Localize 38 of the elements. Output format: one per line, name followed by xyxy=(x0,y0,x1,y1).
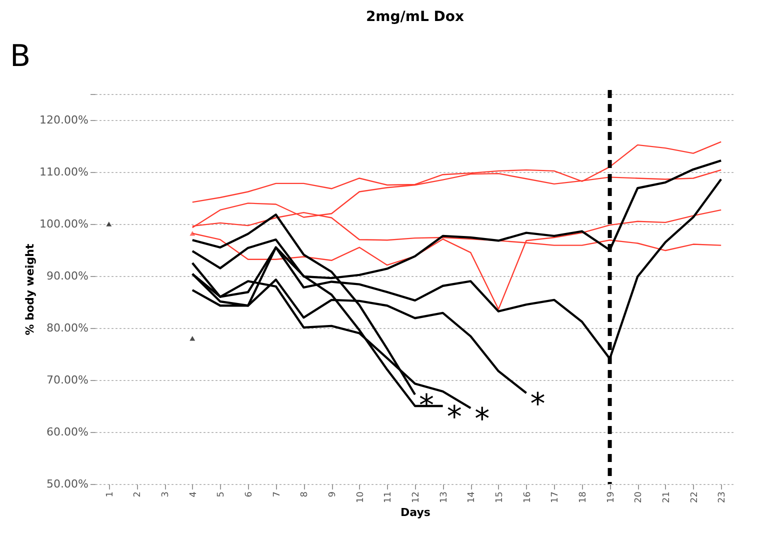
x-tick-label: 20 xyxy=(634,491,644,503)
x-tick-label: 19 xyxy=(606,491,616,503)
x-tick-label: 7 xyxy=(272,492,282,498)
x-tick-label: 18 xyxy=(578,491,588,503)
x-tick-label: 16 xyxy=(522,491,533,503)
x-axis-title: Days xyxy=(400,506,431,519)
x-tick-label: 12 xyxy=(412,492,422,503)
y-tick-label: 60.00% xyxy=(46,426,88,438)
x-tick-label: 5 xyxy=(216,492,227,498)
annotation: * xyxy=(474,402,490,438)
y-tick-label: 110.00% xyxy=(40,166,88,178)
text: B xyxy=(10,39,31,74)
x-tick-label: 2 xyxy=(133,492,144,498)
y-tick-label: 80.00% xyxy=(46,322,88,334)
x-tick-label: 13 xyxy=(439,492,450,503)
x-tick-label: 8 xyxy=(300,491,310,498)
y-axis-title: % body weight xyxy=(24,244,37,336)
x-tick-label: 22 xyxy=(690,492,700,503)
x-tick-label: 21 xyxy=(662,492,672,503)
x-tick-label: 9 xyxy=(328,491,338,498)
annotation: * xyxy=(446,400,462,435)
x-tick-label: 1 xyxy=(105,492,116,498)
x-tick-label: 15 xyxy=(494,492,505,503)
x-tick-label: 17 xyxy=(550,492,561,503)
x-tick-label: 6 xyxy=(244,491,255,498)
x-tick-label: 11 xyxy=(384,492,394,503)
x-tick-label: 3 xyxy=(161,492,172,498)
chart-title: 2mg/mL Dox xyxy=(366,9,464,25)
y-tick-label: 100.00% xyxy=(40,218,88,230)
x-tick-label: 14 xyxy=(467,491,478,503)
x-tick-label: 23 xyxy=(718,492,728,503)
y-tick-label: 70.00% xyxy=(46,374,88,386)
y-tick-label: 120.00% xyxy=(40,114,88,126)
x-tick-label: 4 xyxy=(188,491,199,498)
y-tick-label: 90.00% xyxy=(46,270,88,282)
x-tick-label: 10 xyxy=(356,491,366,503)
annotation: * xyxy=(530,387,546,422)
y-tick-label: 50.00% xyxy=(46,478,88,490)
